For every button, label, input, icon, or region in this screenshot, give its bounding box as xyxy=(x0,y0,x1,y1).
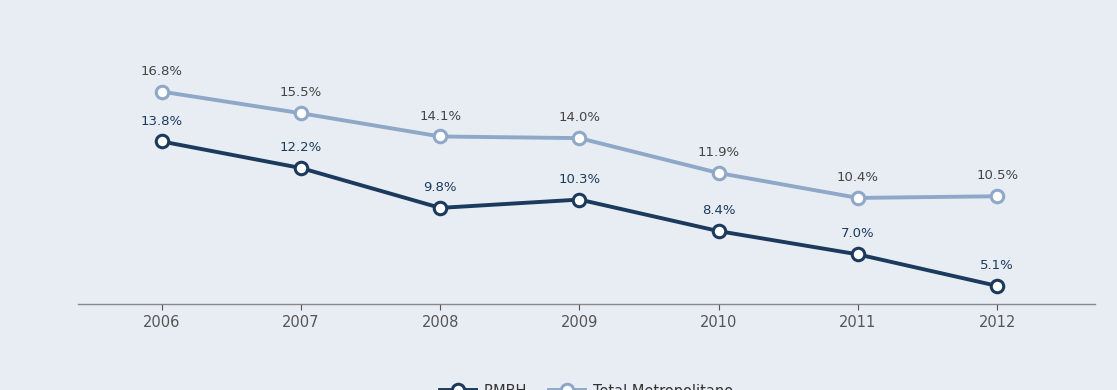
Text: 16.8%: 16.8% xyxy=(141,65,183,78)
Text: 10.4%: 10.4% xyxy=(837,171,879,184)
Text: 15.5%: 15.5% xyxy=(280,86,322,99)
Text: 9.8%: 9.8% xyxy=(423,181,457,194)
Text: 14.1%: 14.1% xyxy=(419,110,461,122)
Text: 7.0%: 7.0% xyxy=(841,227,875,241)
Text: 10.3%: 10.3% xyxy=(558,173,601,186)
Legend: RMBH, Total Metropolitano: RMBH, Total Metropolitano xyxy=(435,378,738,390)
Text: 8.4%: 8.4% xyxy=(701,204,735,217)
Text: 10.5%: 10.5% xyxy=(976,169,1019,183)
Text: 11.9%: 11.9% xyxy=(698,146,739,159)
Text: 5.1%: 5.1% xyxy=(981,259,1014,272)
Text: 12.2%: 12.2% xyxy=(280,141,322,154)
Text: 14.0%: 14.0% xyxy=(558,111,601,124)
Text: 13.8%: 13.8% xyxy=(141,115,183,128)
